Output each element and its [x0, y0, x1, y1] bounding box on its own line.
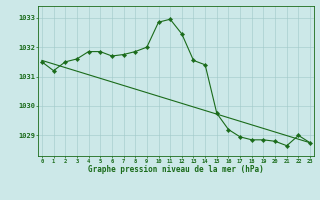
X-axis label: Graphe pression niveau de la mer (hPa): Graphe pression niveau de la mer (hPa)	[88, 165, 264, 174]
